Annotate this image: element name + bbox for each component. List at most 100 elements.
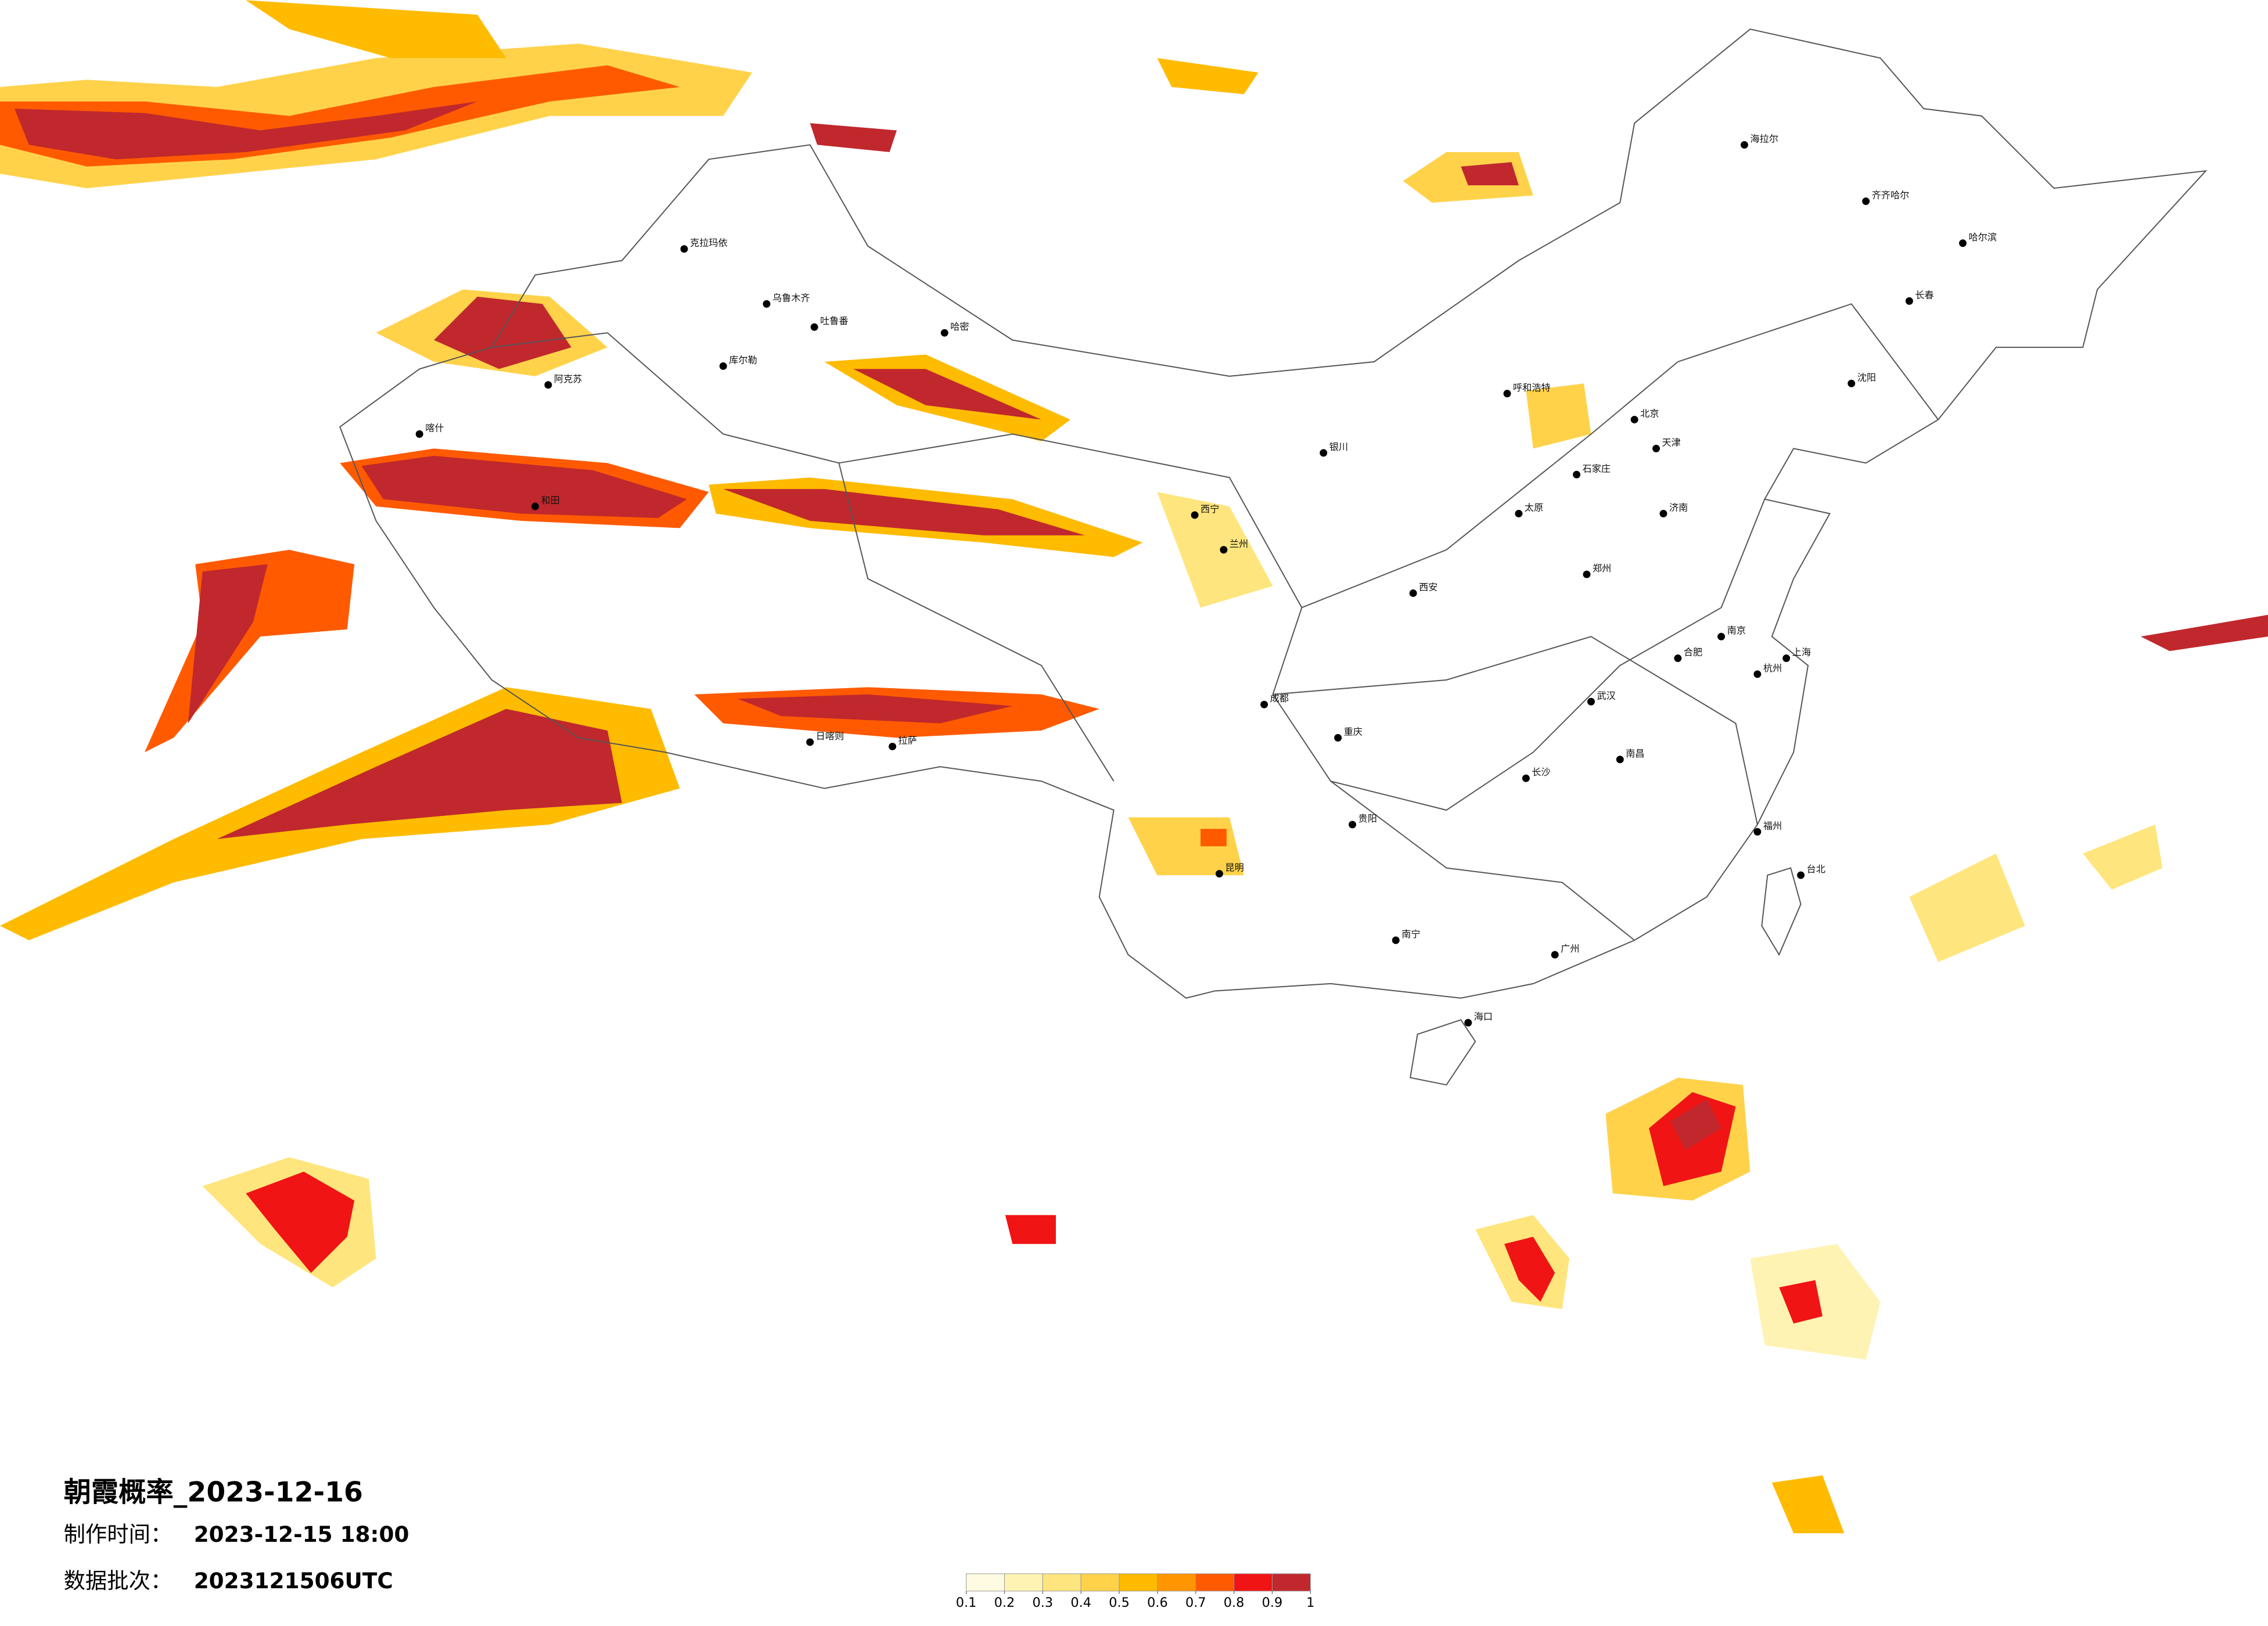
prob-area [1771,1475,1845,1534]
city-label: 贵阳 [1358,813,1377,824]
legend-swatch [1157,1573,1196,1592]
prob-area [853,369,1042,420]
city-label: 西宁 [1201,503,1219,515]
legend-swatch [1042,1573,1081,1592]
city-dot [1191,511,1199,519]
prob-area [434,296,572,369]
legend-swatch [1195,1573,1235,1592]
legend-label: 1 [1306,1595,1314,1610]
city-dot [763,300,771,308]
city-label: 杭州 [1763,663,1782,674]
city-label: 南京 [1727,625,1746,636]
city-dot [940,329,948,337]
city-dot [889,742,897,750]
city-label: 上海 [1792,647,1811,658]
city-dot [531,502,539,510]
prob-area [738,694,1013,724]
prob-area [1005,1215,1056,1244]
prob-area [1909,853,2025,962]
batch-label: 数据批次： [64,1568,172,1593]
city-dot [1392,936,1400,944]
city-dot [680,245,688,253]
legend-swatch [1004,1573,1043,1592]
prob-area [246,1171,355,1273]
made-label: 制作时间： [64,1521,172,1547]
boundaries [339,28,2208,1086]
city-label: 和田 [541,495,559,506]
legend-label: 0.3 [1033,1595,1054,1610]
legend-label: 0.7 [1185,1595,1206,1610]
city-label: 哈密 [950,321,969,332]
city-label: 石家庄 [1583,463,1611,474]
city-dot [1616,756,1624,764]
city-dot [1652,444,1660,452]
hainan-border [1410,1019,1476,1086]
legend-swatch [966,1573,1005,1592]
city-label: 合肥 [1684,647,1702,658]
city-label: 广州 [1561,943,1579,954]
city-label: 沈阳 [1857,372,1876,383]
city-dot [1583,570,1591,578]
city-dot [1587,697,1595,706]
prob-area [1157,492,1273,608]
city-dot [1717,632,1726,641]
city-dot [1848,379,1856,387]
city-dot [1753,670,1762,678]
city-dot [1659,510,1667,517]
city-dot [1260,700,1268,708]
city-dot [1674,654,1682,662]
city-dot [1862,197,1870,206]
city-dot [1320,449,1328,457]
city-label: 哈尔滨 [1968,232,1997,243]
city-label: 阿克苏 [554,373,583,384]
city-label: 南昌 [1626,748,1644,759]
map-title: 朝霞概率_2023-12-16 [64,1476,363,1508]
city-label: 海拉尔 [1750,133,1778,144]
city-label: 克拉玛依 [690,238,728,249]
city-dot [1515,510,1523,517]
city-label: 库尔勒 [729,354,757,365]
city-dot [1215,870,1223,878]
legend-label: 0.4 [1070,1595,1091,1610]
legend-label: 0.6 [1147,1595,1168,1610]
legend-swatch [1234,1573,1273,1592]
city-label: 北京 [1640,408,1659,419]
prob-area [246,0,506,58]
prob-area [361,455,687,518]
legend-swatch [1080,1573,1120,1592]
legend-label: 0.5 [1109,1595,1130,1610]
made-time: 2023-12-15 18:00 [194,1521,409,1547]
city-dot [1220,546,1228,554]
city-label: 长沙 [1532,767,1550,778]
city-dot [719,362,727,370]
batch: 2023121506UTC [194,1568,393,1593]
city-dot [544,381,552,389]
prob-area [14,101,477,160]
city-dot [1905,297,1913,305]
legend-swatch [1271,1573,1311,1592]
prob-area [723,489,1085,535]
taiwan-border [1761,867,1802,956]
city-dot [1464,1019,1472,1027]
prob-area [810,123,897,152]
prob-area [2083,824,2163,890]
city-label: 昆明 [1225,862,1243,873]
legend-swatch [1119,1573,1158,1592]
prob-area [1461,162,1519,186]
city-label: 天津 [1662,437,1681,448]
city-label: 海口 [1474,1011,1493,1022]
legend-label: 0.2 [994,1595,1015,1610]
prob-area [1670,1099,1721,1150]
legend: 0.1 0.2 0.3 0.4 0.5 0.6 0.7 0.8 0.9 1 [956,1573,1314,1610]
city-label: 兰州 [1230,538,1248,549]
city-label: 济南 [1669,502,1688,513]
city-label: 西安 [1419,581,1437,592]
city-dot [1959,239,1967,247]
city-dot [1349,821,1357,829]
prob-area [1526,383,1591,449]
city-label: 台北 [1807,864,1825,875]
city-label: 福州 [1763,820,1782,831]
city-label: 齐齐哈尔 [1872,190,1910,201]
